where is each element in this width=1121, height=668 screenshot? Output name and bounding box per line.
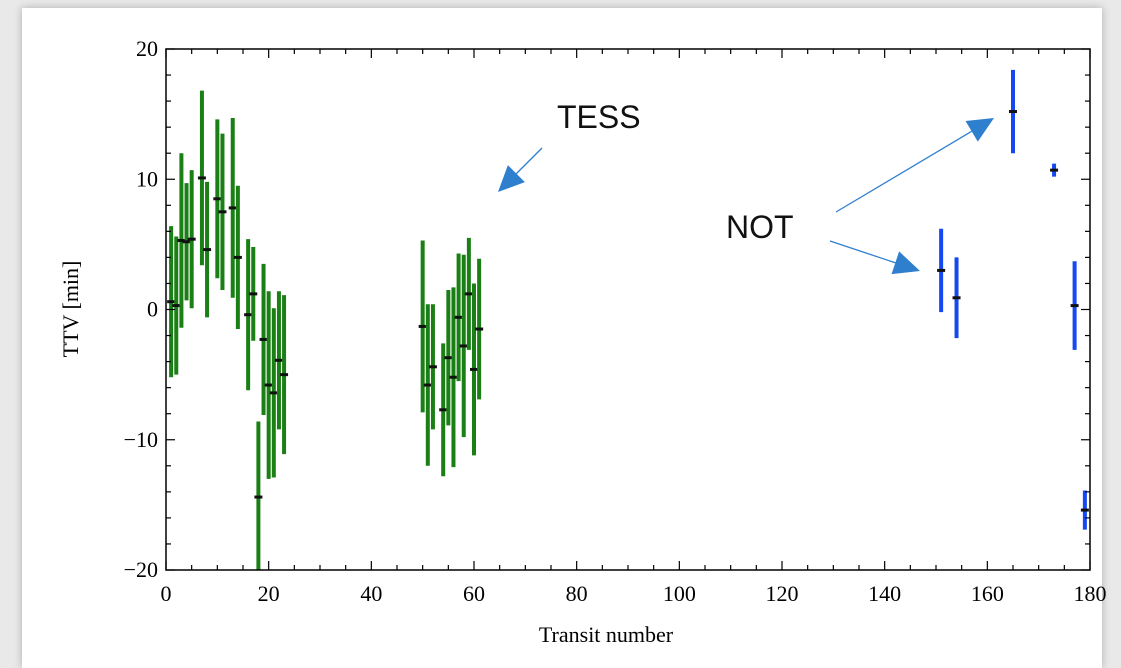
not-arrow-upper-line <box>836 131 972 212</box>
x-tick-label: 40 <box>360 581 382 606</box>
data-point <box>953 296 961 299</box>
annotations: TESS NOT <box>498 99 994 274</box>
data-point <box>419 325 427 328</box>
data-point <box>1071 304 1079 307</box>
y-tick-label: 0 <box>147 297 158 322</box>
data-point <box>475 328 483 331</box>
y-axis-label: TTV [min] <box>58 261 83 358</box>
x-tick-label: 160 <box>971 581 1004 606</box>
data-point <box>244 313 252 316</box>
x-tick-label: 100 <box>663 581 696 606</box>
data-point <box>203 248 211 251</box>
data-point <box>449 376 457 379</box>
data-point <box>280 373 288 376</box>
data-point <box>1050 169 1058 172</box>
x-tick-label: 0 <box>161 581 172 606</box>
data-point <box>424 384 432 387</box>
x-axis-label: Transit number <box>539 622 674 647</box>
data-point <box>275 359 283 362</box>
data-point <box>172 304 180 307</box>
data-point <box>234 256 242 259</box>
data-point <box>444 356 452 359</box>
data-point <box>260 338 268 341</box>
x-tick-label: 180 <box>1074 581 1107 606</box>
x-tick-label: 20 <box>258 581 280 606</box>
y-tick-label: −10 <box>124 427 158 452</box>
annotation-not: NOT <box>726 209 794 245</box>
data-point <box>465 292 473 295</box>
data-point <box>1081 509 1089 512</box>
data-point <box>470 368 478 371</box>
data-point <box>270 391 278 394</box>
data-point <box>198 176 206 179</box>
data-point <box>188 238 196 241</box>
data-point <box>254 496 262 499</box>
data-point <box>455 316 463 319</box>
data-point <box>429 365 437 368</box>
not-arrow-lower-line <box>830 241 895 263</box>
not-arrow-upper-head <box>966 118 994 142</box>
x-tick-label: 120 <box>766 581 799 606</box>
series-0 <box>167 91 483 573</box>
data-point <box>218 210 226 213</box>
not-arrow-lower-head <box>892 251 920 274</box>
tess-arrow-line <box>516 148 542 174</box>
data-point <box>213 197 221 200</box>
y-tick-label: 10 <box>136 166 158 191</box>
annotation-tess: TESS <box>557 99 641 135</box>
ttv-chart: 0 20 40 60 80 100 120 140 160 180 −20 −10 0 10 20 Tran… <box>22 8 1121 661</box>
data-point <box>460 344 468 347</box>
x-tick-label: 140 <box>868 581 901 606</box>
y-tick-label: 20 <box>136 36 158 61</box>
data-point <box>229 206 237 209</box>
x-tick-label: 60 <box>463 581 485 606</box>
data-point <box>1009 110 1017 113</box>
data-point <box>183 240 191 243</box>
data-point <box>265 384 273 387</box>
chart-card: 0 20 40 60 80 100 120 140 160 180 −20 −10 0 10 20 Tran… <box>22 8 1102 668</box>
y-tick-label: −20 <box>124 557 158 582</box>
data-point <box>249 292 257 295</box>
data-point <box>937 269 945 272</box>
plot-area <box>167 70 1089 573</box>
data-point <box>167 300 175 303</box>
data-point <box>439 408 447 411</box>
x-tick-label: 80 <box>566 581 588 606</box>
